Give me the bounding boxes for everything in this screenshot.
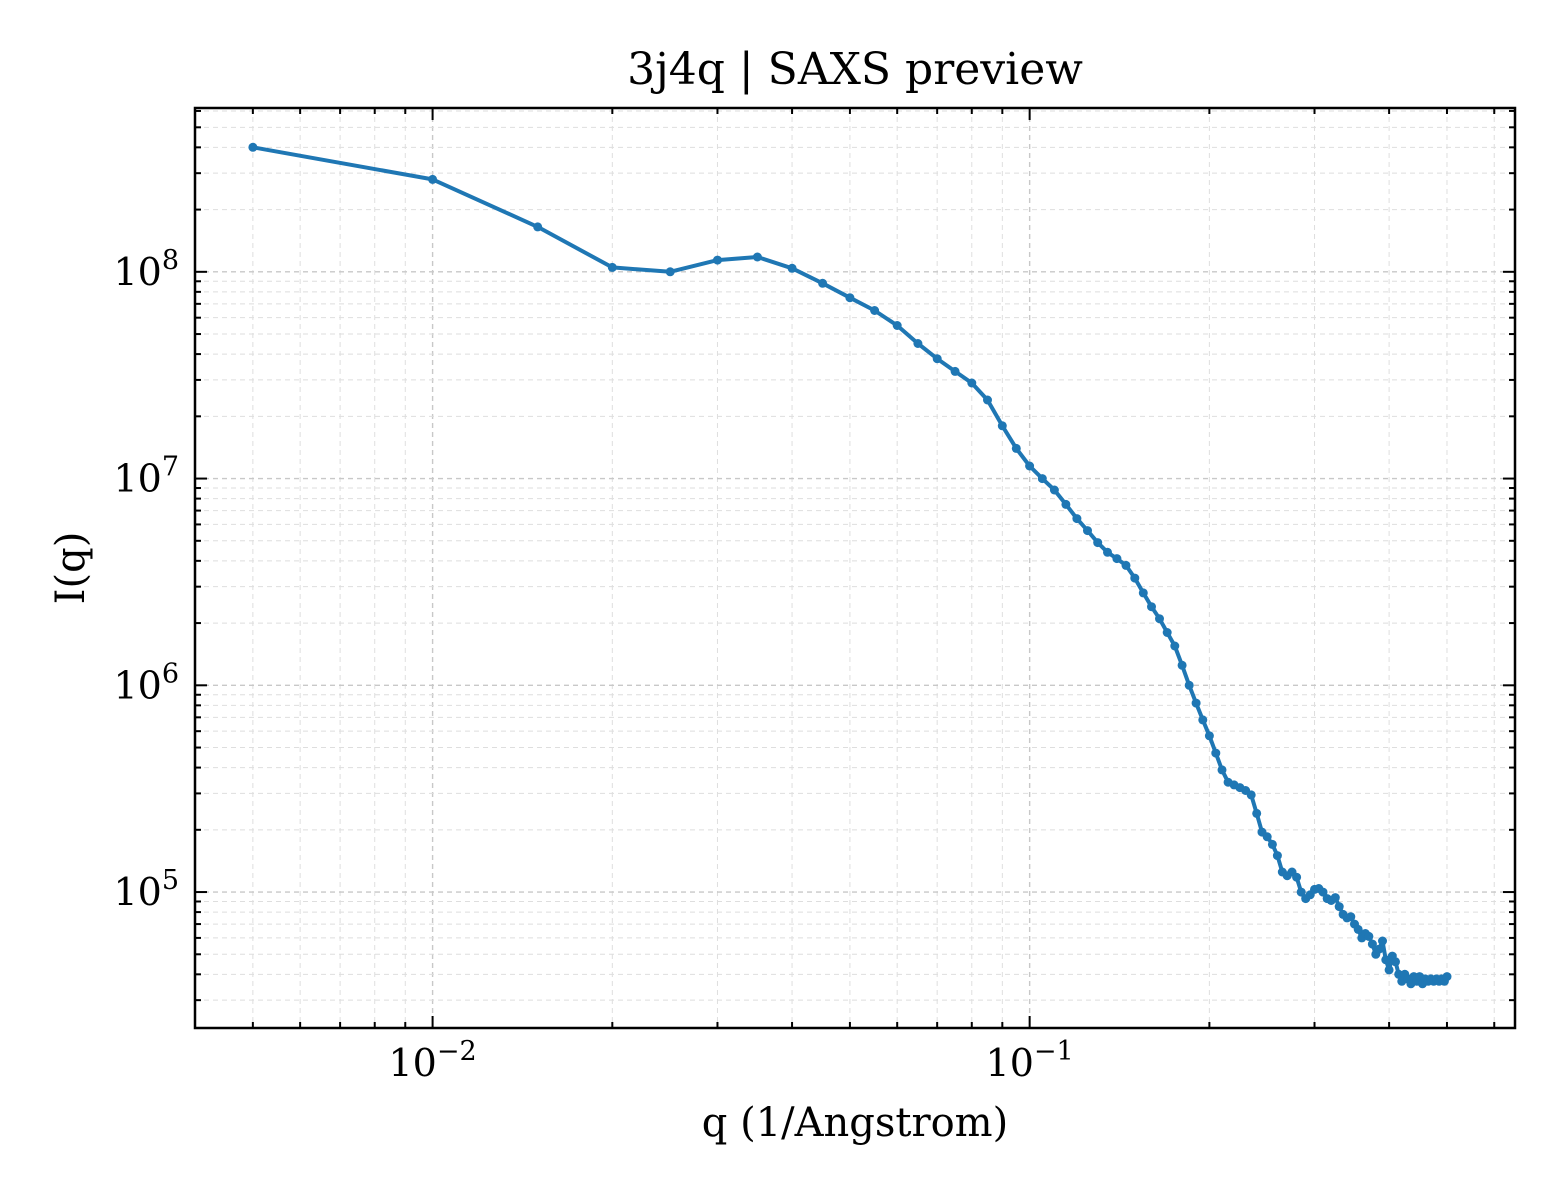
data-point [1061, 499, 1071, 509]
data-point [1252, 808, 1262, 818]
data-point [607, 262, 617, 272]
data-point [1211, 748, 1221, 758]
data-point [818, 278, 828, 288]
data-point [1217, 765, 1227, 775]
data-point [913, 339, 923, 348]
data-point [428, 174, 438, 184]
data-point [1083, 526, 1092, 536]
data-point [1378, 936, 1387, 946]
plot-frame [193, 106, 1517, 1030]
data-point [1204, 731, 1214, 741]
y-tick-label: 106 [113, 658, 179, 707]
y-tick-labels: 105 106 107 108 [113, 245, 179, 914]
data-point [870, 306, 880, 315]
data-point [787, 263, 797, 273]
data-point [1364, 931, 1374, 941]
data-point [1138, 588, 1148, 598]
data-point [1374, 944, 1384, 954]
data-point [1025, 461, 1035, 471]
data-point [1267, 839, 1277, 849]
data-point [1184, 680, 1194, 690]
x-tick-label: 10−2 [389, 1036, 477, 1085]
data-point [1072, 514, 1082, 524]
data-point [1367, 939, 1377, 949]
data-point [967, 378, 977, 388]
chart-title: 3j4q | SAXS preview [627, 44, 1083, 95]
data-point [1170, 641, 1180, 651]
data-point [1112, 554, 1122, 564]
data-point [892, 321, 902, 330]
data-point [1391, 957, 1400, 967]
data-point [1011, 443, 1021, 453]
data-point [533, 222, 543, 232]
data-point [1318, 887, 1328, 897]
data-point [1177, 660, 1187, 670]
data-point [1246, 790, 1256, 800]
data-point [1147, 602, 1156, 612]
data-point [1272, 851, 1282, 861]
data-point [1162, 628, 1172, 637]
data-point [1037, 474, 1047, 484]
data-point [1198, 715, 1208, 725]
data-point [1191, 698, 1201, 708]
data-point [1296, 887, 1306, 897]
data-point [665, 267, 675, 277]
y-axis-label: I(q) [48, 532, 94, 605]
data-point [752, 252, 762, 262]
y-tick-label: 105 [113, 865, 179, 914]
data-point [950, 366, 960, 376]
data-point [1049, 485, 1059, 495]
y-tick-label: 107 [113, 452, 179, 501]
data-point [1103, 547, 1112, 557]
data-point [1121, 560, 1131, 570]
data-point [1130, 573, 1140, 583]
data-point [1384, 965, 1394, 975]
x-tick-label: 10−1 [986, 1036, 1074, 1085]
x-axis-label: q (1/Angstrom) [702, 1100, 1008, 1146]
grid [194, 108, 1515, 1028]
data-point [983, 395, 992, 405]
data-point [1346, 912, 1356, 922]
data-point [1442, 972, 1452, 982]
data-point [713, 255, 722, 265]
data-point [932, 354, 942, 364]
data-point [1353, 924, 1363, 934]
data-point [1334, 902, 1344, 912]
data-point [1093, 538, 1103, 548]
data-point [1292, 872, 1302, 882]
data-point [845, 293, 855, 303]
x-tick-labels: 10−2 10−1 [389, 1036, 1074, 1085]
data-point [248, 142, 258, 152]
data-point [1155, 614, 1164, 624]
y-tick-label: 108 [113, 245, 179, 294]
series-layer [248, 142, 1452, 989]
data-point [1330, 893, 1340, 903]
data-point [1262, 832, 1272, 842]
data-point [997, 421, 1007, 431]
